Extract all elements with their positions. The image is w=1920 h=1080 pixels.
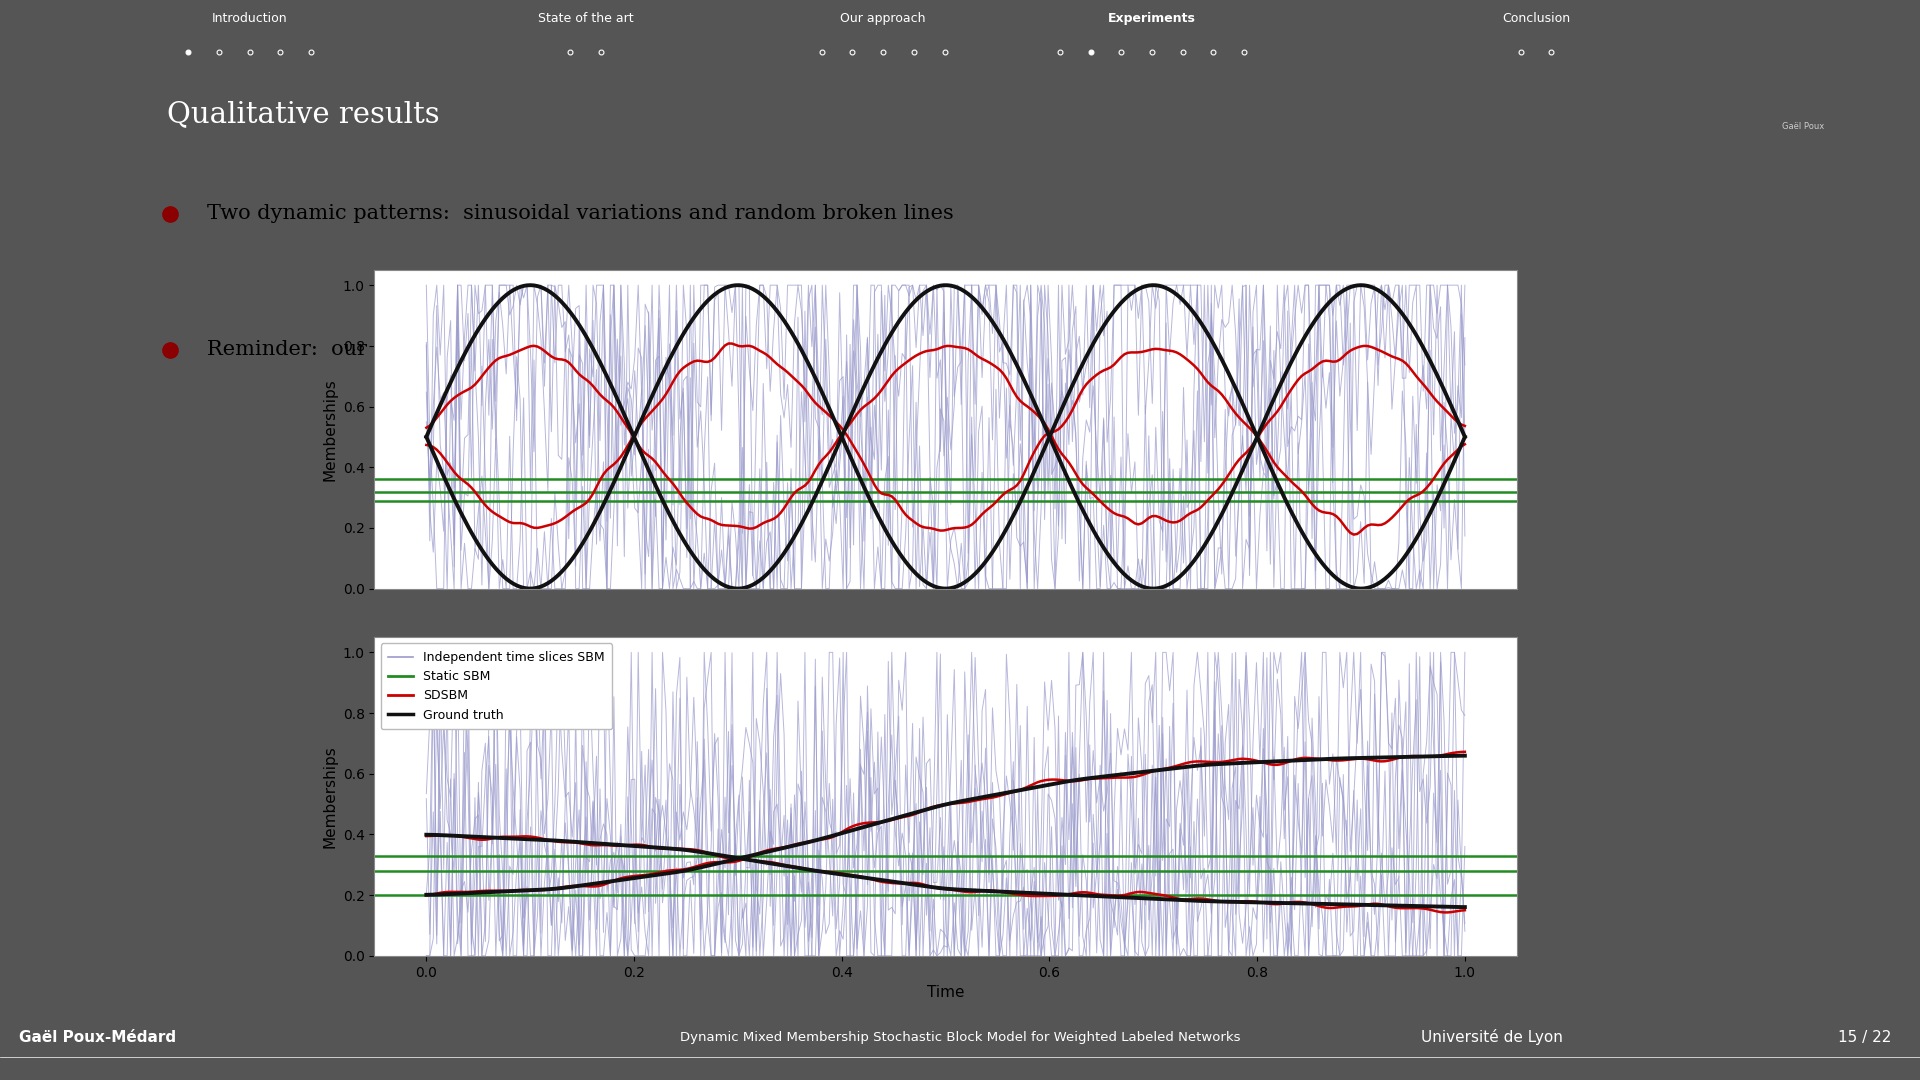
X-axis label: Time: Time bbox=[927, 985, 964, 1000]
Text: Reminder:  our only hypothesis is that parameters vary smoothly: Reminder: our only hypothesis is that pa… bbox=[207, 340, 899, 360]
Text: Dynamic Mixed Membership Stochastic Block Model for Weighted Labeled Networks: Dynamic Mixed Membership Stochastic Bloc… bbox=[680, 1030, 1240, 1043]
Text: Gaël Poux-Médard: Gaël Poux-Médard bbox=[19, 1066, 134, 1079]
Y-axis label: Memberships: Memberships bbox=[323, 378, 338, 481]
Text: Our approach: Our approach bbox=[841, 12, 925, 25]
Text: Introduction: Introduction bbox=[211, 12, 288, 25]
Text: Gaël Poux: Gaël Poux bbox=[1782, 122, 1824, 132]
Text: Qualitative results: Qualitative results bbox=[167, 100, 440, 129]
Text: Experiments: Experiments bbox=[1108, 12, 1196, 25]
Text: State of the art: State of the art bbox=[538, 12, 634, 25]
Text: Conclusion: Conclusion bbox=[1501, 12, 1571, 25]
Text: Université de Lyon: Université de Lyon bbox=[1421, 1029, 1563, 1045]
Legend: Independent time slices SBM, Static SBM, SDSBM, Ground truth: Independent time slices SBM, Static SBM,… bbox=[380, 644, 612, 729]
Text: Two dynamic patterns:  sinusoidal variations and random broken lines: Two dynamic patterns: sinusoidal variati… bbox=[207, 204, 954, 224]
Text: 15 / 22: 15 / 22 bbox=[1837, 1029, 1891, 1044]
Text: Gaël Poux-Médard: Gaël Poux-Médard bbox=[19, 1029, 177, 1044]
Y-axis label: Memberships: Memberships bbox=[323, 745, 338, 848]
